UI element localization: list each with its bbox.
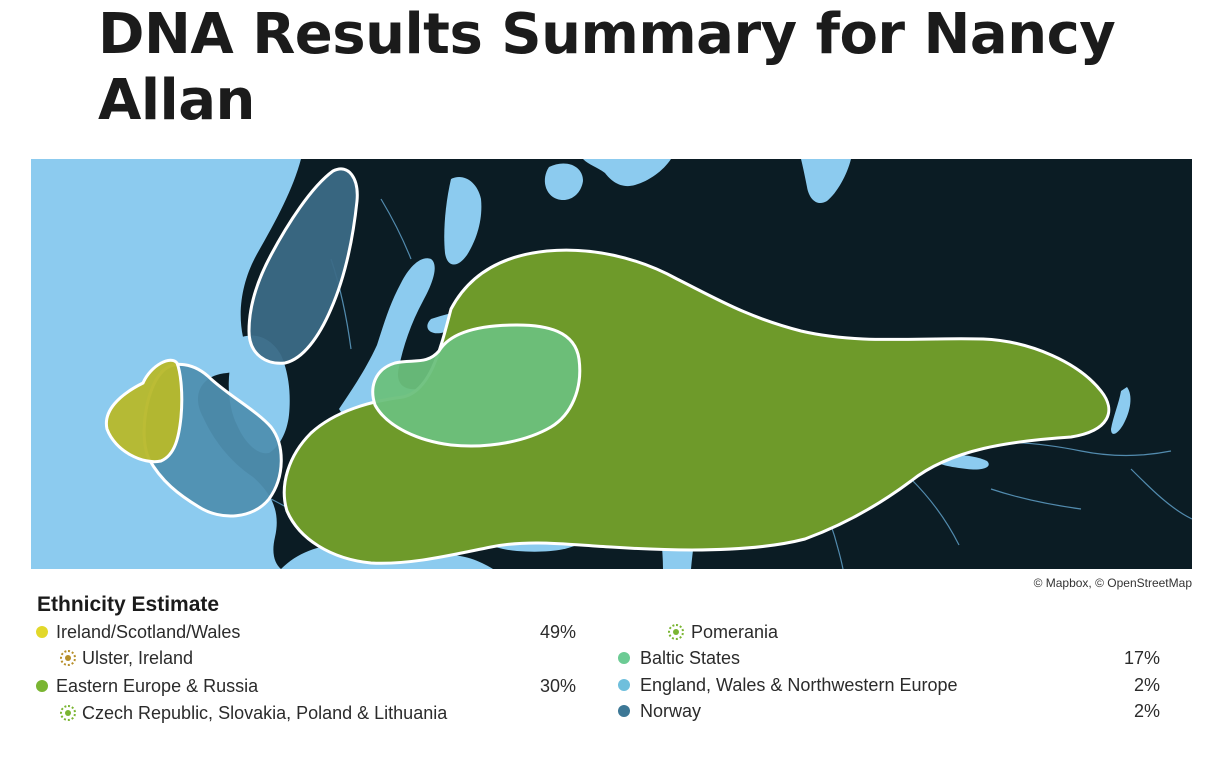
pomerania-marker-icon [668, 624, 684, 640]
page-title: DNA Results Summary for Nancy Allan [98, 2, 1116, 133]
legend-item-baltic-states[interactable]: Baltic States 17% [616, 646, 1160, 670]
legend-label: Eastern Europe & Russia [56, 676, 259, 696]
legend-item-england-wales-nw-europe[interactable]: England, Wales & Northwestern Europe 2% [616, 673, 1160, 697]
region-ireland-scotland-wales [104, 358, 184, 464]
norway-marker-icon [618, 705, 630, 717]
legend-percent: 49% [539, 622, 576, 642]
ethnicity-map[interactable] [31, 159, 1192, 569]
white-sea [544, 163, 583, 201]
legend-percent: 2% [1133, 675, 1160, 695]
legend-label: Ulster, Ireland [82, 648, 194, 668]
czech-slovakia-poland-lithuania-marker-icon [60, 705, 76, 721]
region-norway [247, 167, 359, 365]
baltic-states-marker-icon [618, 652, 630, 664]
legend-percent: 30% [539, 676, 576, 696]
kara-sea-inlet [801, 159, 851, 204]
ulster-ireland-marker-icon [60, 650, 76, 666]
legend-label: Baltic States [640, 648, 741, 668]
eastern-europe-russia-marker-icon [36, 680, 48, 692]
map-attribution: © Mapbox, © OpenStreetMap [1033, 576, 1192, 590]
legend-label: England, Wales & Northwestern Europe [640, 675, 958, 695]
legend-item-eastern-europe-russia[interactable]: Eastern Europe & Russia 30% [34, 674, 576, 698]
legend-item-pomerania[interactable]: Pomerania [616, 620, 1160, 644]
legend-item-ireland-scotland-wales[interactable]: Ireland/Scotland/Wales 49% [34, 620, 576, 644]
baltic-sea [339, 258, 465, 421]
england-wales-nw-europe-marker-icon [618, 679, 630, 691]
legend-label: Pomerania [691, 622, 779, 642]
legend-item-norway[interactable]: Norway 2% [616, 699, 1160, 723]
lake-baikal [1111, 387, 1131, 434]
gulf-of-bothnia [444, 177, 482, 265]
legend-percent: 17% [1123, 648, 1160, 668]
arctic-bay [583, 159, 671, 187]
legend-title: Ethnicity Estimate [37, 593, 220, 616]
legend-item-ulster-ireland[interactable]: Ulster, Ireland [34, 646, 576, 670]
region-baltic-states [371, 323, 582, 448]
legend-label: Norway [640, 701, 702, 721]
legend-percent: 2% [1133, 701, 1160, 721]
legend-label: Ireland/Scotland/Wales [56, 622, 241, 642]
ireland-scotland-wales-marker-icon [36, 626, 48, 638]
legend-label: Czech Republic, Slovakia, Poland & Lithu… [82, 703, 448, 723]
legend-item-czech-slovakia-poland-lithuania[interactable]: Czech Republic, Slovakia, Poland & Lithu… [34, 701, 576, 725]
